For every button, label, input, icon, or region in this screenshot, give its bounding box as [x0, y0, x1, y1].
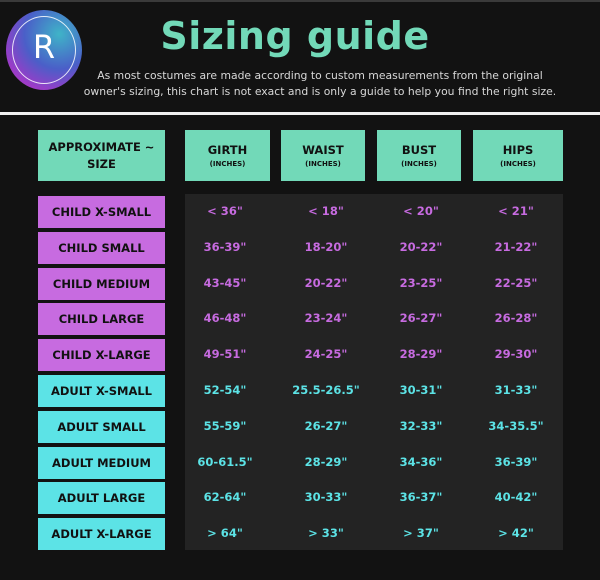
measurement-value: 26-27" [399, 311, 443, 326]
column-header-hips: HIPS (INCHES) [473, 130, 563, 181]
measurement-value: 62-64" [203, 490, 247, 505]
header-label: SIZE [87, 157, 116, 171]
measurement-value: 23-24" [304, 311, 348, 326]
header-unit: (INCHES) [305, 160, 341, 168]
header-label: APPROXIMATE ~ [48, 140, 155, 154]
values-panel [185, 194, 563, 550]
measurement-value: < 20" [403, 204, 439, 218]
logo-letter: R [32, 28, 56, 66]
page-subtitle: As most costumes are made according to c… [60, 68, 580, 100]
logo-ring [12, 16, 76, 84]
header-unit: (INCHES) [500, 160, 536, 168]
measurement-value: 28-29" [304, 454, 348, 469]
measurement-value: 34-35.5" [488, 418, 544, 433]
measurement-value: 26-28" [494, 311, 538, 326]
measurement-value: 43-45" [203, 275, 247, 290]
header-label: WAIST [302, 143, 344, 157]
measurement-value: 20-22" [399, 239, 443, 254]
header-label: HIPS [502, 143, 534, 157]
measurement-value: 18-20" [304, 239, 348, 254]
measurement-value: 30-33" [304, 490, 348, 505]
size-label: CHILD X-SMALL [38, 196, 165, 228]
measurement-value: 46-48" [203, 311, 247, 326]
measurement-value: 40-42" [494, 490, 538, 505]
measurement-value: < 36" [207, 204, 243, 218]
size-label: CHILD X-LARGE [38, 339, 165, 372]
measurement-value: > 42" [498, 526, 534, 541]
size-column-header: APPROXIMATE ~ SIZE [38, 130, 165, 181]
brand-logo: R [6, 10, 82, 90]
measurement-value: 52-54" [203, 383, 247, 397]
header-label: BUST [401, 143, 437, 157]
size-label: ADULT MEDIUM [38, 446, 165, 479]
measurement-value: 36-39" [203, 239, 247, 254]
size-label: ADULT X-LARGE [38, 518, 165, 551]
column-header-waist: WAIST (INCHES) [281, 130, 365, 181]
divider [0, 112, 600, 115]
column-header-girth: GIRTH (INCHES) [185, 130, 270, 181]
page-title: Sizing guide [160, 14, 430, 58]
measurement-value: 20-22" [304, 275, 348, 290]
measurement-value: 21-22" [494, 239, 538, 254]
measurement-value: 60-61.5" [197, 454, 253, 469]
measurement-value: 36-39" [494, 454, 538, 469]
header-unit: (INCHES) [401, 160, 437, 168]
measurement-value: > 37" [403, 526, 439, 541]
subtitle-line: owner's sizing, this chart is not exact … [83, 85, 557, 98]
measurement-value: 49-51" [203, 347, 247, 362]
measurement-value: 23-25" [399, 275, 443, 290]
measurement-value: 34-36" [399, 454, 443, 469]
measurement-value: 26-27" [304, 418, 348, 433]
measurement-value: < 21" [498, 204, 534, 218]
measurement-value: 36-37" [399, 490, 443, 505]
measurement-value: 24-25" [304, 347, 348, 362]
measurement-value: > 64" [207, 526, 243, 541]
measurement-value: 31-33" [494, 383, 538, 397]
size-label: CHILD LARGE [38, 303, 165, 336]
subtitle-line: As most costumes are made according to c… [97, 69, 543, 82]
header-label: GIRTH [207, 143, 248, 157]
header-unit: (INCHES) [209, 160, 246, 168]
measurement-value: 22-25" [494, 275, 538, 290]
measurement-value: 25.5-26.5" [292, 383, 360, 397]
size-label: ADULT X-SMALL [38, 375, 165, 407]
measurement-value: 29-30" [494, 347, 538, 362]
size-label: CHILD MEDIUM [38, 267, 165, 300]
top-border [0, 0, 600, 2]
size-label: ADULT LARGE [38, 482, 165, 515]
measurement-value: 30-31" [399, 383, 443, 397]
measurement-value: 28-29" [399, 347, 443, 362]
measurement-value: < 18" [308, 204, 344, 218]
column-header-bust: BUST (INCHES) [377, 130, 461, 181]
measurement-value: > 33" [308, 526, 344, 541]
measurement-value: 32-33" [399, 418, 443, 433]
measurement-value: 55-59" [203, 418, 247, 433]
size-label: ADULT SMALL [38, 410, 165, 443]
size-label: CHILD SMALL [38, 231, 165, 264]
